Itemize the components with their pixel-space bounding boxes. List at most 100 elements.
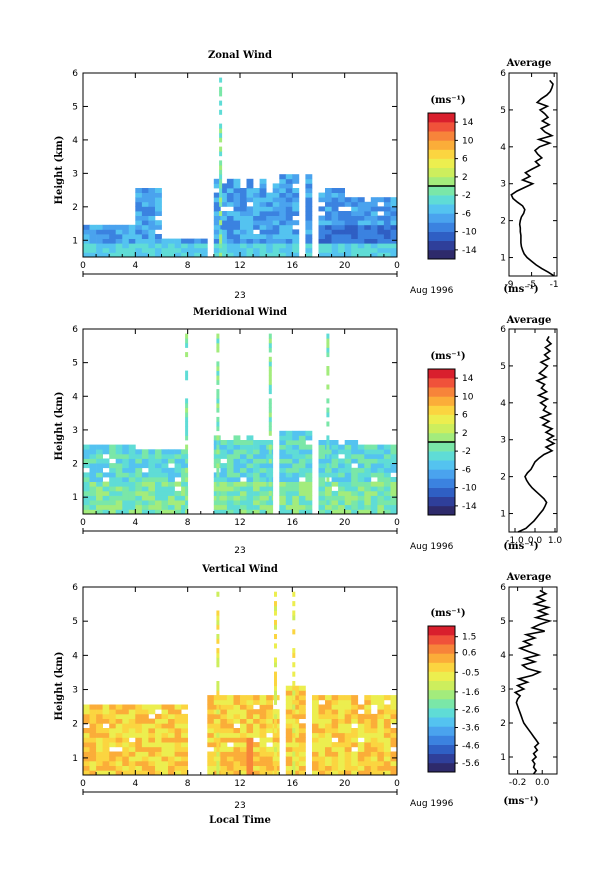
heat-cell (305, 192, 313, 198)
heat-cell (259, 201, 267, 207)
heat-cell (370, 467, 378, 473)
heat-cell (364, 765, 372, 771)
colorbar-swatch (428, 131, 455, 141)
heat-cell (292, 463, 300, 469)
heat-cell (185, 412, 189, 418)
heat-cell (155, 704, 162, 710)
heat-cell (240, 718, 247, 724)
heat-cell (83, 449, 90, 455)
heat-cell (174, 509, 182, 515)
heat-cell (285, 430, 293, 436)
heat-cell (216, 342, 220, 348)
heat-cell (216, 379, 220, 385)
heat-cell (83, 732, 90, 738)
heat-cell (122, 472, 130, 478)
heat-cell (383, 247, 391, 253)
heat-cell (83, 709, 90, 715)
heat-cell (226, 746, 234, 752)
heat-cell (226, 732, 234, 738)
heat-cell (377, 243, 385, 249)
heat-cell (285, 197, 293, 203)
heat-cell (213, 192, 221, 198)
heat-cell (102, 746, 110, 752)
heat-cell (272, 229, 280, 235)
heat-cell (216, 681, 220, 687)
heat-cell (96, 742, 103, 748)
x-tick-label: 0 (394, 518, 400, 528)
heat-cell (292, 760, 300, 766)
heat-cell (259, 247, 267, 253)
heat-cell (357, 247, 365, 253)
heat-cell (357, 500, 365, 506)
heat-cell (216, 361, 220, 367)
heat-cell (259, 444, 267, 450)
heat-cell (312, 760, 319, 766)
heat-cell (115, 500, 123, 506)
heat-cell (259, 760, 267, 766)
profile-frame (508, 586, 558, 775)
heat-cell (298, 444, 306, 450)
heat-cell (364, 243, 372, 249)
heat-cell (285, 247, 293, 253)
heat-cell (318, 444, 326, 450)
heat-cell (351, 444, 359, 450)
heat-cell (364, 746, 372, 752)
heat-cell (351, 201, 359, 207)
heat-cell (259, 238, 267, 244)
x-tick-label: 4 (132, 779, 138, 789)
heat-cell (338, 709, 345, 715)
heat-cell (219, 165, 223, 170)
heat-cell (115, 472, 123, 478)
heat-cell (390, 728, 398, 734)
heat-cell (168, 449, 175, 455)
heat-cell (274, 728, 277, 734)
heat-cell (370, 732, 378, 738)
heat-cell (168, 458, 175, 464)
heat-cell (377, 206, 385, 212)
heat-cell (102, 495, 110, 501)
heat-cell (318, 481, 326, 487)
heat-cell (213, 206, 221, 212)
heat-cell (141, 188, 149, 193)
heat-cell (240, 746, 247, 752)
colorbar-tick-label: -0.5 (462, 668, 480, 678)
colorbar-tick-label: -5.6 (462, 759, 480, 769)
heat-cell (168, 770, 175, 776)
y-tick-label: 3 (72, 686, 78, 696)
x-tick-label: 0 (80, 779, 86, 789)
heat-cell (185, 403, 189, 408)
heat-cell (109, 234, 117, 239)
heat-cell (274, 685, 277, 691)
heat-cell (185, 495, 189, 501)
heat-cell (305, 197, 313, 203)
heat-cell (357, 770, 365, 776)
heat-cell (141, 458, 149, 464)
profile-y-tick-label: 6 (500, 325, 506, 335)
heat-cell (298, 756, 306, 762)
heat-cell (325, 713, 332, 719)
heat-cell (168, 742, 175, 748)
heat-cell (390, 243, 398, 249)
heat-cell (377, 704, 385, 710)
heat-cell (253, 770, 260, 776)
heat-cell (268, 384, 272, 390)
profile-unit: (ms⁻¹) (503, 796, 538, 807)
heat-cell (219, 169, 223, 175)
heat-cell (326, 477, 330, 482)
heat-cell (292, 247, 300, 253)
heat-cell (326, 333, 330, 339)
heat-cell (292, 751, 296, 757)
heat-cell (102, 458, 110, 464)
heat-cell (325, 229, 332, 235)
colorbar-swatch (428, 496, 455, 507)
heat-cell (226, 509, 234, 515)
heat-cell (272, 737, 280, 743)
heat-cell (220, 500, 228, 506)
heat-cell (220, 444, 228, 450)
heat-cell (226, 243, 234, 249)
heat-cell (377, 247, 385, 253)
heat-cell (312, 742, 319, 748)
heat-cell (325, 709, 332, 715)
